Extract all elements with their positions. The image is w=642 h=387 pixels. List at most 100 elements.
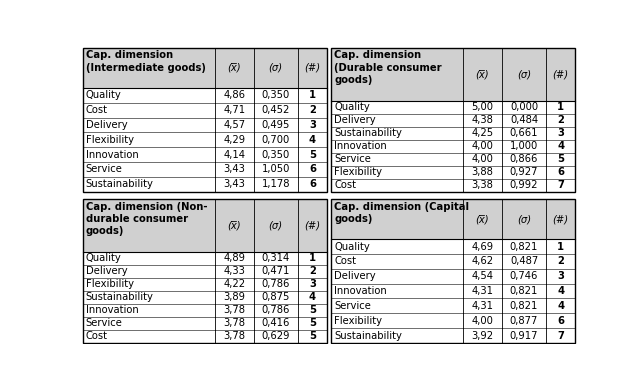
Text: 0,917: 0,917 [510, 330, 538, 341]
Text: 4,31: 4,31 [471, 286, 494, 296]
Text: 3: 3 [309, 279, 316, 289]
Text: 6: 6 [557, 167, 564, 177]
Text: 5: 5 [309, 331, 316, 341]
Text: 0,786: 0,786 [261, 279, 290, 289]
Bar [331, 166, 575, 179]
Bar [83, 278, 327, 291]
Text: (x̅): (x̅) [227, 221, 241, 231]
Text: Sustainability: Sustainability [334, 128, 402, 138]
Text: 0,350: 0,350 [261, 90, 290, 100]
Text: (x̅): (x̅) [476, 69, 489, 79]
Text: Delivery: Delivery [86, 266, 127, 276]
Bar [331, 269, 575, 284]
Bar [331, 284, 575, 298]
Text: 0,350: 0,350 [261, 150, 290, 160]
Text: 4,38: 4,38 [471, 115, 494, 125]
Text: 3: 3 [309, 120, 316, 130]
Text: 0,487: 0,487 [510, 257, 538, 266]
Text: 0,700: 0,700 [261, 135, 290, 145]
Text: 4,14: 4,14 [223, 150, 245, 160]
Text: 4: 4 [309, 135, 316, 145]
Text: 0,000: 0,000 [510, 102, 538, 112]
Bar [331, 140, 575, 153]
Text: 0,866: 0,866 [510, 154, 538, 164]
Text: Cap. dimension
(Intermediate goods): Cap. dimension (Intermediate goods) [86, 50, 205, 73]
Text: Service: Service [86, 164, 123, 175]
Text: (σ): (σ) [517, 214, 531, 224]
Text: 0,416: 0,416 [261, 319, 290, 329]
Text: Quality: Quality [86, 90, 121, 100]
Text: 7: 7 [557, 180, 564, 190]
Bar [83, 199, 327, 252]
Bar [83, 88, 327, 103]
Text: 1: 1 [309, 90, 316, 100]
Text: Delivery: Delivery [334, 271, 376, 281]
Text: 1,000: 1,000 [510, 141, 538, 151]
Text: (x̅): (x̅) [227, 63, 241, 73]
Text: 4: 4 [309, 293, 316, 302]
Text: Flexibility: Flexibility [86, 279, 134, 289]
Text: 3,78: 3,78 [223, 319, 245, 329]
Text: Sustainability: Sustainability [334, 330, 402, 341]
Bar [331, 199, 575, 343]
Text: 6: 6 [309, 179, 316, 189]
Text: 0,821: 0,821 [510, 241, 538, 252]
Text: (σ): (σ) [268, 63, 282, 73]
Bar [83, 317, 327, 330]
Text: Innovation: Innovation [86, 305, 139, 315]
Text: Innovation: Innovation [334, 141, 386, 151]
Bar [331, 254, 575, 269]
Text: 4,29: 4,29 [223, 135, 245, 145]
Text: Delivery: Delivery [86, 120, 127, 130]
Bar [83, 48, 327, 88]
Text: 2: 2 [309, 105, 316, 115]
Text: (#): (#) [553, 69, 569, 79]
Text: 4,00: 4,00 [471, 141, 494, 151]
Text: Sustainability: Sustainability [86, 179, 153, 189]
Text: 0,314: 0,314 [261, 253, 290, 264]
Text: 0,992: 0,992 [510, 180, 538, 190]
Text: 1: 1 [557, 102, 564, 112]
Bar [331, 101, 575, 114]
Text: Innovation: Innovation [86, 150, 139, 160]
Text: 4,22: 4,22 [223, 279, 245, 289]
Text: Cost: Cost [334, 257, 356, 266]
Bar [331, 313, 575, 328]
Bar [83, 162, 327, 177]
Text: (σ): (σ) [268, 221, 282, 231]
Text: Cap. dimension (Non-
durable consumer
goods): Cap. dimension (Non- durable consumer go… [86, 202, 207, 236]
Text: Flexibility: Flexibility [334, 167, 382, 177]
Text: 4,71: 4,71 [223, 105, 245, 115]
Text: 1: 1 [557, 241, 564, 252]
Text: 0,452: 0,452 [261, 105, 290, 115]
Text: 5,00: 5,00 [471, 102, 494, 112]
Text: 0,746: 0,746 [510, 271, 538, 281]
Bar [83, 48, 327, 192]
Text: Delivery: Delivery [334, 115, 376, 125]
Bar [331, 48, 575, 101]
Text: Quality: Quality [334, 102, 370, 112]
Text: Service: Service [334, 154, 371, 164]
Text: 4,25: 4,25 [471, 128, 494, 138]
Bar [331, 48, 575, 192]
Text: 0,821: 0,821 [510, 301, 538, 311]
Text: 3,78: 3,78 [223, 305, 245, 315]
Text: 5: 5 [309, 150, 316, 160]
Text: Cap. dimension
(Durable consumer
goods): Cap. dimension (Durable consumer goods) [334, 50, 442, 85]
Bar [331, 179, 575, 192]
Text: 4: 4 [557, 301, 564, 311]
Bar [331, 153, 575, 166]
Text: Innovation: Innovation [334, 286, 386, 296]
Text: Quality: Quality [334, 241, 370, 252]
Bar [331, 114, 575, 127]
Text: 0,471: 0,471 [261, 266, 290, 276]
Text: 3,78: 3,78 [223, 331, 245, 341]
Text: 2: 2 [309, 266, 316, 276]
Bar [331, 239, 575, 254]
Text: 7: 7 [557, 330, 564, 341]
Text: Sustainability: Sustainability [86, 293, 153, 302]
Text: Flexibility: Flexibility [334, 316, 382, 326]
Text: 0,484: 0,484 [510, 115, 538, 125]
Text: 3,88: 3,88 [471, 167, 494, 177]
Bar [331, 328, 575, 343]
